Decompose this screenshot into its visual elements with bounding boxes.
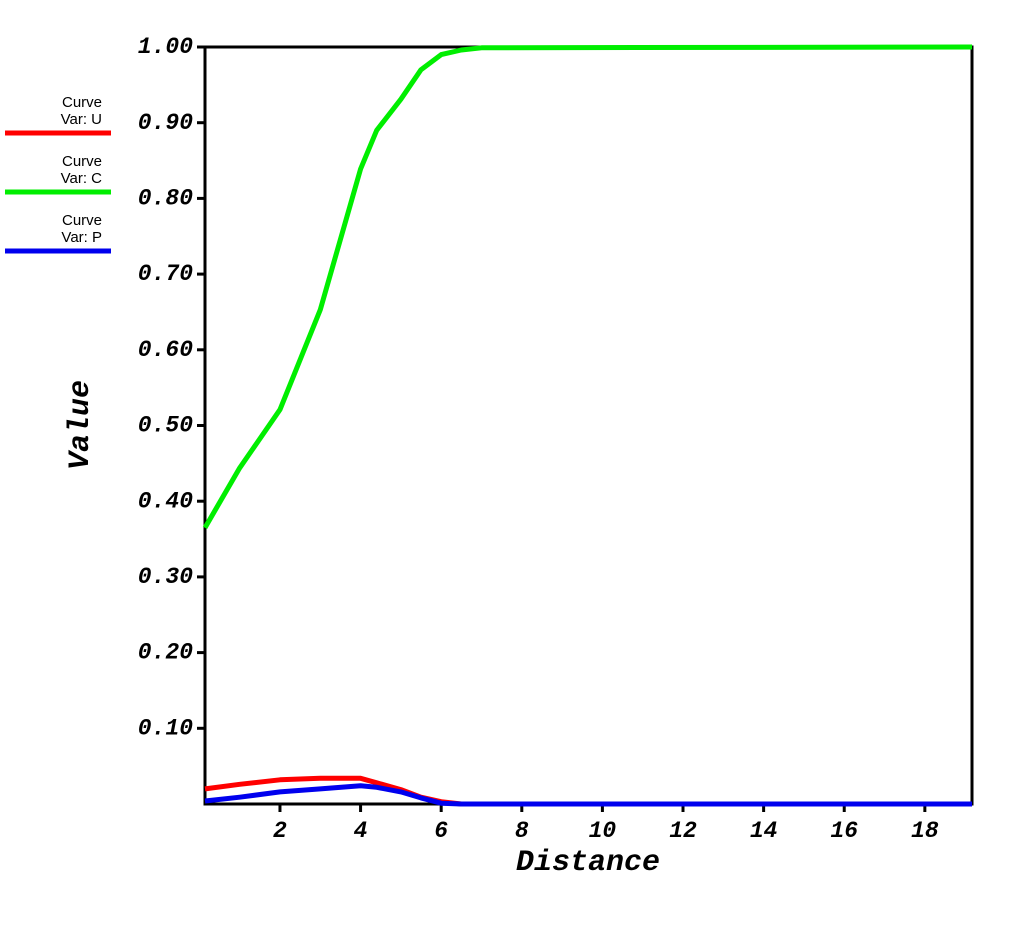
x-tick-label: 10 xyxy=(589,818,617,844)
x-axis-label: Distance xyxy=(516,846,660,880)
x-tick-label: 2 xyxy=(273,818,287,844)
plot-frame xyxy=(203,45,974,806)
legend-name: Var: P xyxy=(61,229,102,246)
y-tick-label: 0.60 xyxy=(138,337,193,363)
y-tick-label: 0.90 xyxy=(138,110,193,136)
x-tick-label: 18 xyxy=(911,818,939,844)
x-tick-label: 16 xyxy=(830,818,858,844)
y-tick-label: 1.00 xyxy=(138,34,193,60)
legend-label: Curve xyxy=(62,212,102,229)
series-line xyxy=(204,783,972,807)
legend-name: Var: C xyxy=(61,170,103,187)
legend-name: Var: U xyxy=(61,111,102,128)
y-axis-label: Value xyxy=(64,380,98,470)
x-tick-label: 14 xyxy=(750,818,778,844)
legend-label: Curve xyxy=(62,153,102,170)
y-tick-label: 0.70 xyxy=(138,261,193,287)
x-tick-label: 8 xyxy=(515,818,529,844)
y-tick-label: 0.20 xyxy=(138,640,193,666)
y-tick-label: 0.40 xyxy=(138,488,193,514)
legend-label: Curve xyxy=(62,94,102,111)
y-tick-label: 0.30 xyxy=(138,564,193,590)
x-tick-label: 6 xyxy=(434,818,448,844)
series-line xyxy=(202,44,973,529)
x-tick-label: 12 xyxy=(669,818,697,844)
y-tick-label: 0.10 xyxy=(138,715,193,741)
x-tick-label: 4 xyxy=(354,818,368,844)
y-tick-label: 0.80 xyxy=(138,185,193,211)
y-tick-label: 0.50 xyxy=(138,413,193,439)
